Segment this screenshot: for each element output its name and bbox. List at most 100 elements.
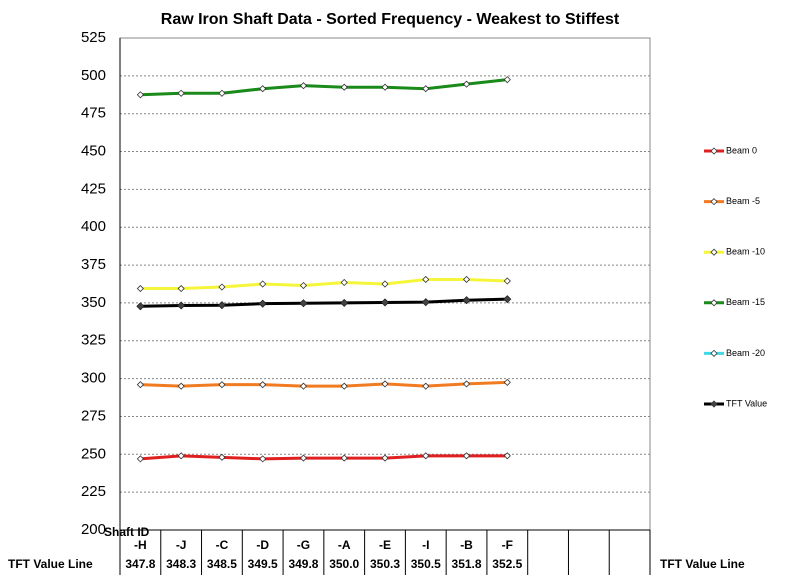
table-cell: 348.5 <box>207 557 237 571</box>
data-point <box>422 382 430 390</box>
data-point <box>258 299 267 308</box>
data-point <box>422 452 430 460</box>
legend-label: Beam -15 <box>726 297 765 307</box>
table-cell: 347.8 <box>125 557 155 571</box>
data-point <box>218 89 226 97</box>
table-cell: 349.5 <box>248 557 278 571</box>
legend-label: Beam -10 <box>726 247 765 257</box>
y-tick-label: 450 <box>81 143 106 160</box>
data-point <box>177 382 185 390</box>
data-point <box>218 453 226 461</box>
data-point <box>177 452 185 460</box>
x-tick-label: -I <box>422 538 429 552</box>
legend-label: TFT Value <box>726 398 767 408</box>
data-point <box>259 85 267 93</box>
data-point <box>462 380 471 388</box>
data-point <box>299 454 308 462</box>
y-tick-label: 325 <box>81 332 106 349</box>
data-point <box>381 454 389 462</box>
data-point <box>177 89 185 97</box>
y-tick-label: 475 <box>81 105 106 122</box>
data-point <box>217 301 226 310</box>
data-point <box>218 283 226 291</box>
data-point <box>218 381 226 389</box>
table-cell: 350.5 <box>411 557 441 571</box>
data-point <box>462 275 471 284</box>
data-point <box>381 280 389 288</box>
x-tick-label: -F <box>502 538 513 552</box>
table-cell: 348.3 <box>166 557 196 571</box>
data-point <box>136 381 144 389</box>
y-tick-label: 200 <box>81 521 106 538</box>
data-point <box>381 380 389 388</box>
table-cell: 350.3 <box>370 557 400 571</box>
series-line <box>140 277 508 291</box>
data-point <box>299 281 308 290</box>
data-point <box>340 454 348 462</box>
data-point <box>421 298 430 307</box>
y-tick-label: 250 <box>81 445 106 462</box>
x-tick-label: -B <box>460 538 473 552</box>
y-tick-label: 225 <box>81 483 106 500</box>
data-point <box>177 301 186 310</box>
series-line <box>140 454 508 461</box>
y-tick-label: 400 <box>81 218 106 235</box>
data-point <box>259 455 267 463</box>
x-tick-label: -C <box>216 538 229 552</box>
data-point <box>380 298 390 307</box>
data-point <box>299 299 308 308</box>
data-point <box>340 83 348 91</box>
data-point <box>136 455 144 463</box>
legend-marker <box>710 147 718 155</box>
data-point <box>422 275 430 284</box>
table-cell: 352.5 <box>492 557 522 571</box>
x-tick-label: -H <box>134 538 147 552</box>
data-point <box>136 302 145 311</box>
y-tick-label: 375 <box>81 256 106 273</box>
legend-marker <box>710 299 718 307</box>
data-point <box>136 284 144 293</box>
legend-label: Beam 0 <box>726 145 757 155</box>
data-point <box>503 452 511 460</box>
data-point <box>381 83 389 91</box>
legend-marker <box>710 400 718 408</box>
x-tick-label: -G <box>297 538 310 552</box>
table-cell: 350.0 <box>329 557 359 571</box>
table-cell: 349.8 <box>288 557 318 571</box>
x-tick-label: -E <box>379 538 391 552</box>
data-point <box>340 382 348 390</box>
table-row-label: TFT Value Line <box>8 557 93 571</box>
legend-label: Beam -5 <box>726 196 760 206</box>
data-point <box>299 382 308 390</box>
legend-marker <box>710 349 718 357</box>
x-axis-label: Shaft ID <box>104 525 150 539</box>
data-point <box>503 277 511 285</box>
data-point <box>340 278 348 287</box>
y-tick-label: 350 <box>81 294 106 311</box>
data-point <box>422 85 430 93</box>
data-point <box>340 298 349 307</box>
series-line <box>140 380 508 388</box>
legend-marker <box>710 198 718 206</box>
data-point <box>259 381 267 389</box>
y-tick-label: 425 <box>81 180 106 197</box>
y-tick-label: 275 <box>81 407 106 424</box>
x-tick-label: -D <box>256 538 269 552</box>
table-cell: 351.8 <box>452 557 482 571</box>
x-tick-label: -A <box>338 538 351 552</box>
data-point <box>462 296 471 305</box>
data-point <box>259 280 267 288</box>
x-tick-label: -J <box>176 538 187 552</box>
table-row-label: TFT Value Line <box>660 557 745 571</box>
y-tick-label: 500 <box>81 67 106 84</box>
data-point <box>503 378 511 386</box>
data-point <box>177 284 185 293</box>
data-point <box>462 80 471 88</box>
y-tick-label: 300 <box>81 370 106 387</box>
data-point <box>136 91 144 99</box>
data-point <box>503 76 511 84</box>
y-tick-label: 525 <box>81 29 106 46</box>
data-point <box>503 295 512 304</box>
legend-label: Beam -20 <box>726 348 765 358</box>
